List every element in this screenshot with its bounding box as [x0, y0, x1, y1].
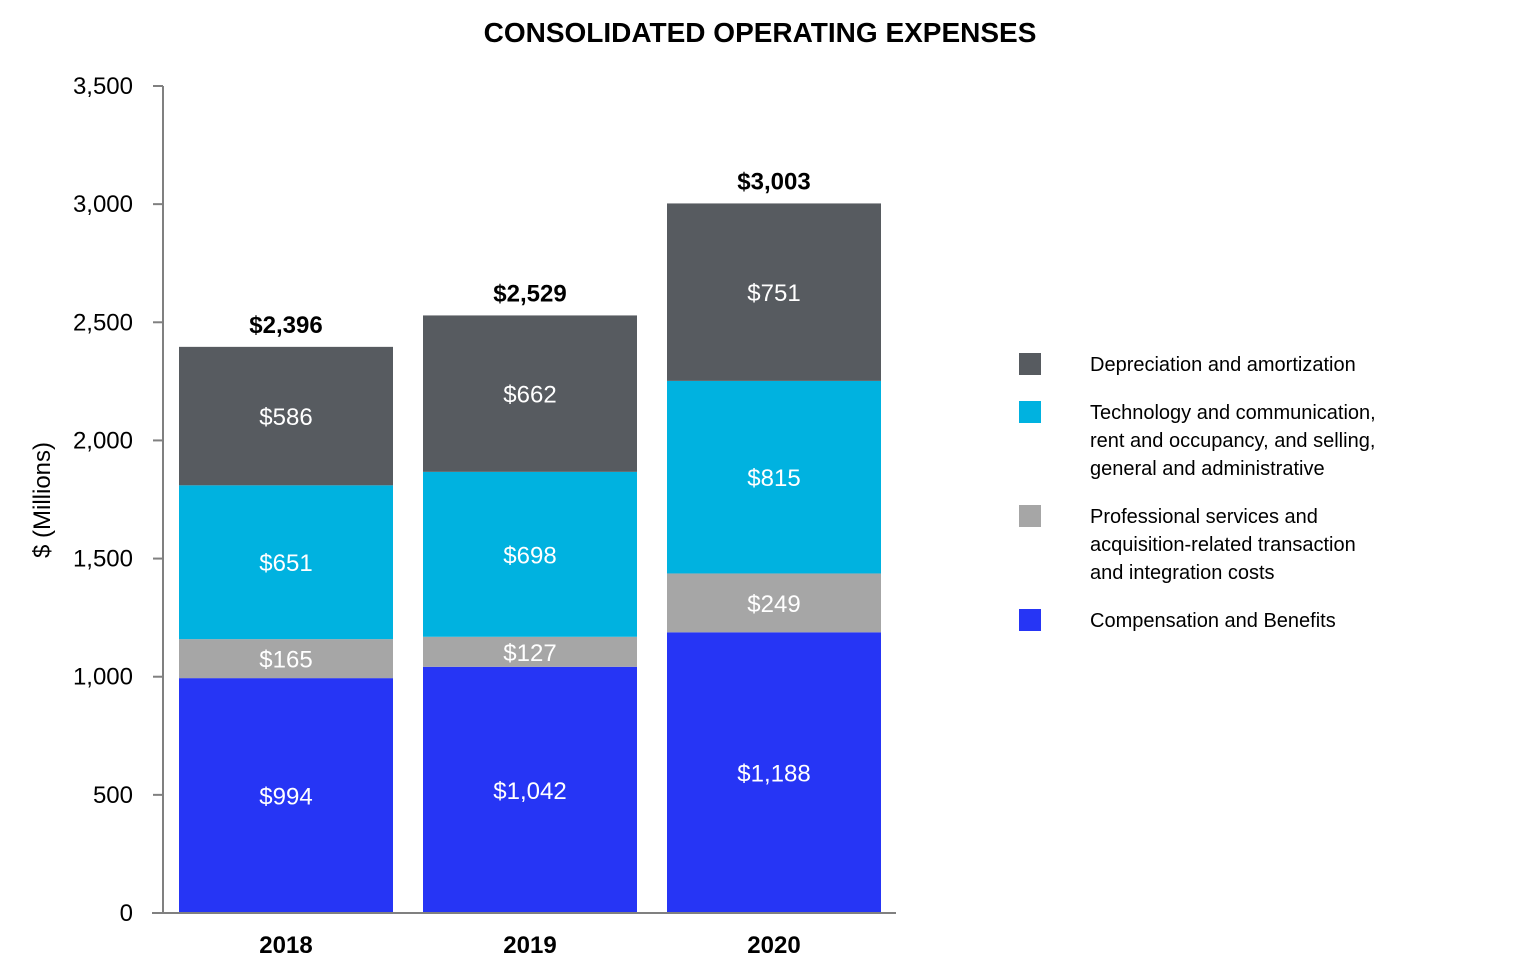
bar-segment — [179, 485, 393, 640]
y-axis-label: $ (Millions) — [29, 442, 56, 558]
segment-value-label: $249 — [747, 591, 800, 618]
y-tick-label: 1,000 — [73, 664, 133, 691]
bar-segment — [667, 632, 881, 913]
bar-segment — [423, 315, 637, 472]
legend-label: Compensation and Benefits — [1090, 610, 1336, 632]
bar-segment — [667, 380, 881, 574]
x-tick-label: 2019 — [503, 932, 556, 959]
legend-label: rent and occupancy, and selling, — [1090, 430, 1375, 452]
segment-value-label: $1,188 — [737, 761, 810, 788]
legend-label: acquisition-related transaction — [1090, 534, 1356, 556]
bar-segment — [179, 678, 393, 913]
segment-value-label: $1,042 — [493, 778, 566, 805]
legend-label: general and administrative — [1090, 458, 1325, 480]
segment-value-label: $165 — [259, 647, 312, 674]
bar-segment — [667, 203, 881, 381]
legend-swatch — [1019, 353, 1041, 375]
y-tick-label: 3,500 — [73, 73, 133, 100]
segment-value-label: $127 — [503, 640, 556, 667]
legend-swatch — [1019, 401, 1041, 423]
legend-label: Professional services and — [1090, 506, 1318, 528]
legend-swatch — [1019, 505, 1041, 527]
bar-total-label: $2,529 — [493, 280, 566, 307]
bar-segment — [179, 639, 393, 679]
legend-label: Depreciation and amortization — [1090, 354, 1356, 376]
segment-value-label: $994 — [259, 784, 312, 811]
y-axis: 0 500 1,000 1,500 2,000 2,500 3,000 3,500 — [73, 73, 164, 927]
chart-title: CONSOLIDATED OPERATING EXPENSES — [484, 17, 1037, 48]
y-tick-label: 2,000 — [73, 427, 133, 454]
segment-value-label: $662 — [503, 382, 556, 409]
y-tick-label: 3,000 — [73, 191, 133, 218]
legend-label: and integration costs — [1090, 562, 1275, 584]
bar-segment — [423, 636, 637, 667]
legend-label: Technology and communication, — [1090, 402, 1376, 424]
x-axis: 2018 2019 2020 — [152, 912, 896, 959]
bar-segment — [423, 471, 637, 637]
segment-value-label: $751 — [747, 280, 800, 307]
bar-segment — [667, 573, 881, 633]
segment-value-label: $815 — [747, 465, 800, 492]
y-tick-label: 1,500 — [73, 546, 133, 573]
legend-swatch — [1019, 609, 1041, 631]
legend: Depreciation and amortization Technology … — [1019, 353, 1376, 632]
segment-value-label: $586 — [259, 404, 312, 431]
y-tick-label: 2,500 — [73, 309, 133, 336]
y-tick-label: 500 — [93, 782, 133, 809]
bar-stacks: $994 $165 $651 $586 $2,396 $1,042 $127 $698 $662… — [179, 168, 881, 913]
segment-value-label: $698 — [503, 542, 556, 569]
bar-segment — [179, 346, 393, 486]
bar-total-label: $3,003 — [737, 168, 810, 195]
y-tick-label: 0 — [120, 900, 133, 927]
bar-segment — [423, 666, 637, 913]
x-tick-label: 2020 — [747, 932, 800, 959]
x-tick-label: 2018 — [259, 932, 312, 959]
bar-total-label: $2,396 — [249, 312, 322, 339]
segment-value-label: $651 — [259, 550, 312, 577]
